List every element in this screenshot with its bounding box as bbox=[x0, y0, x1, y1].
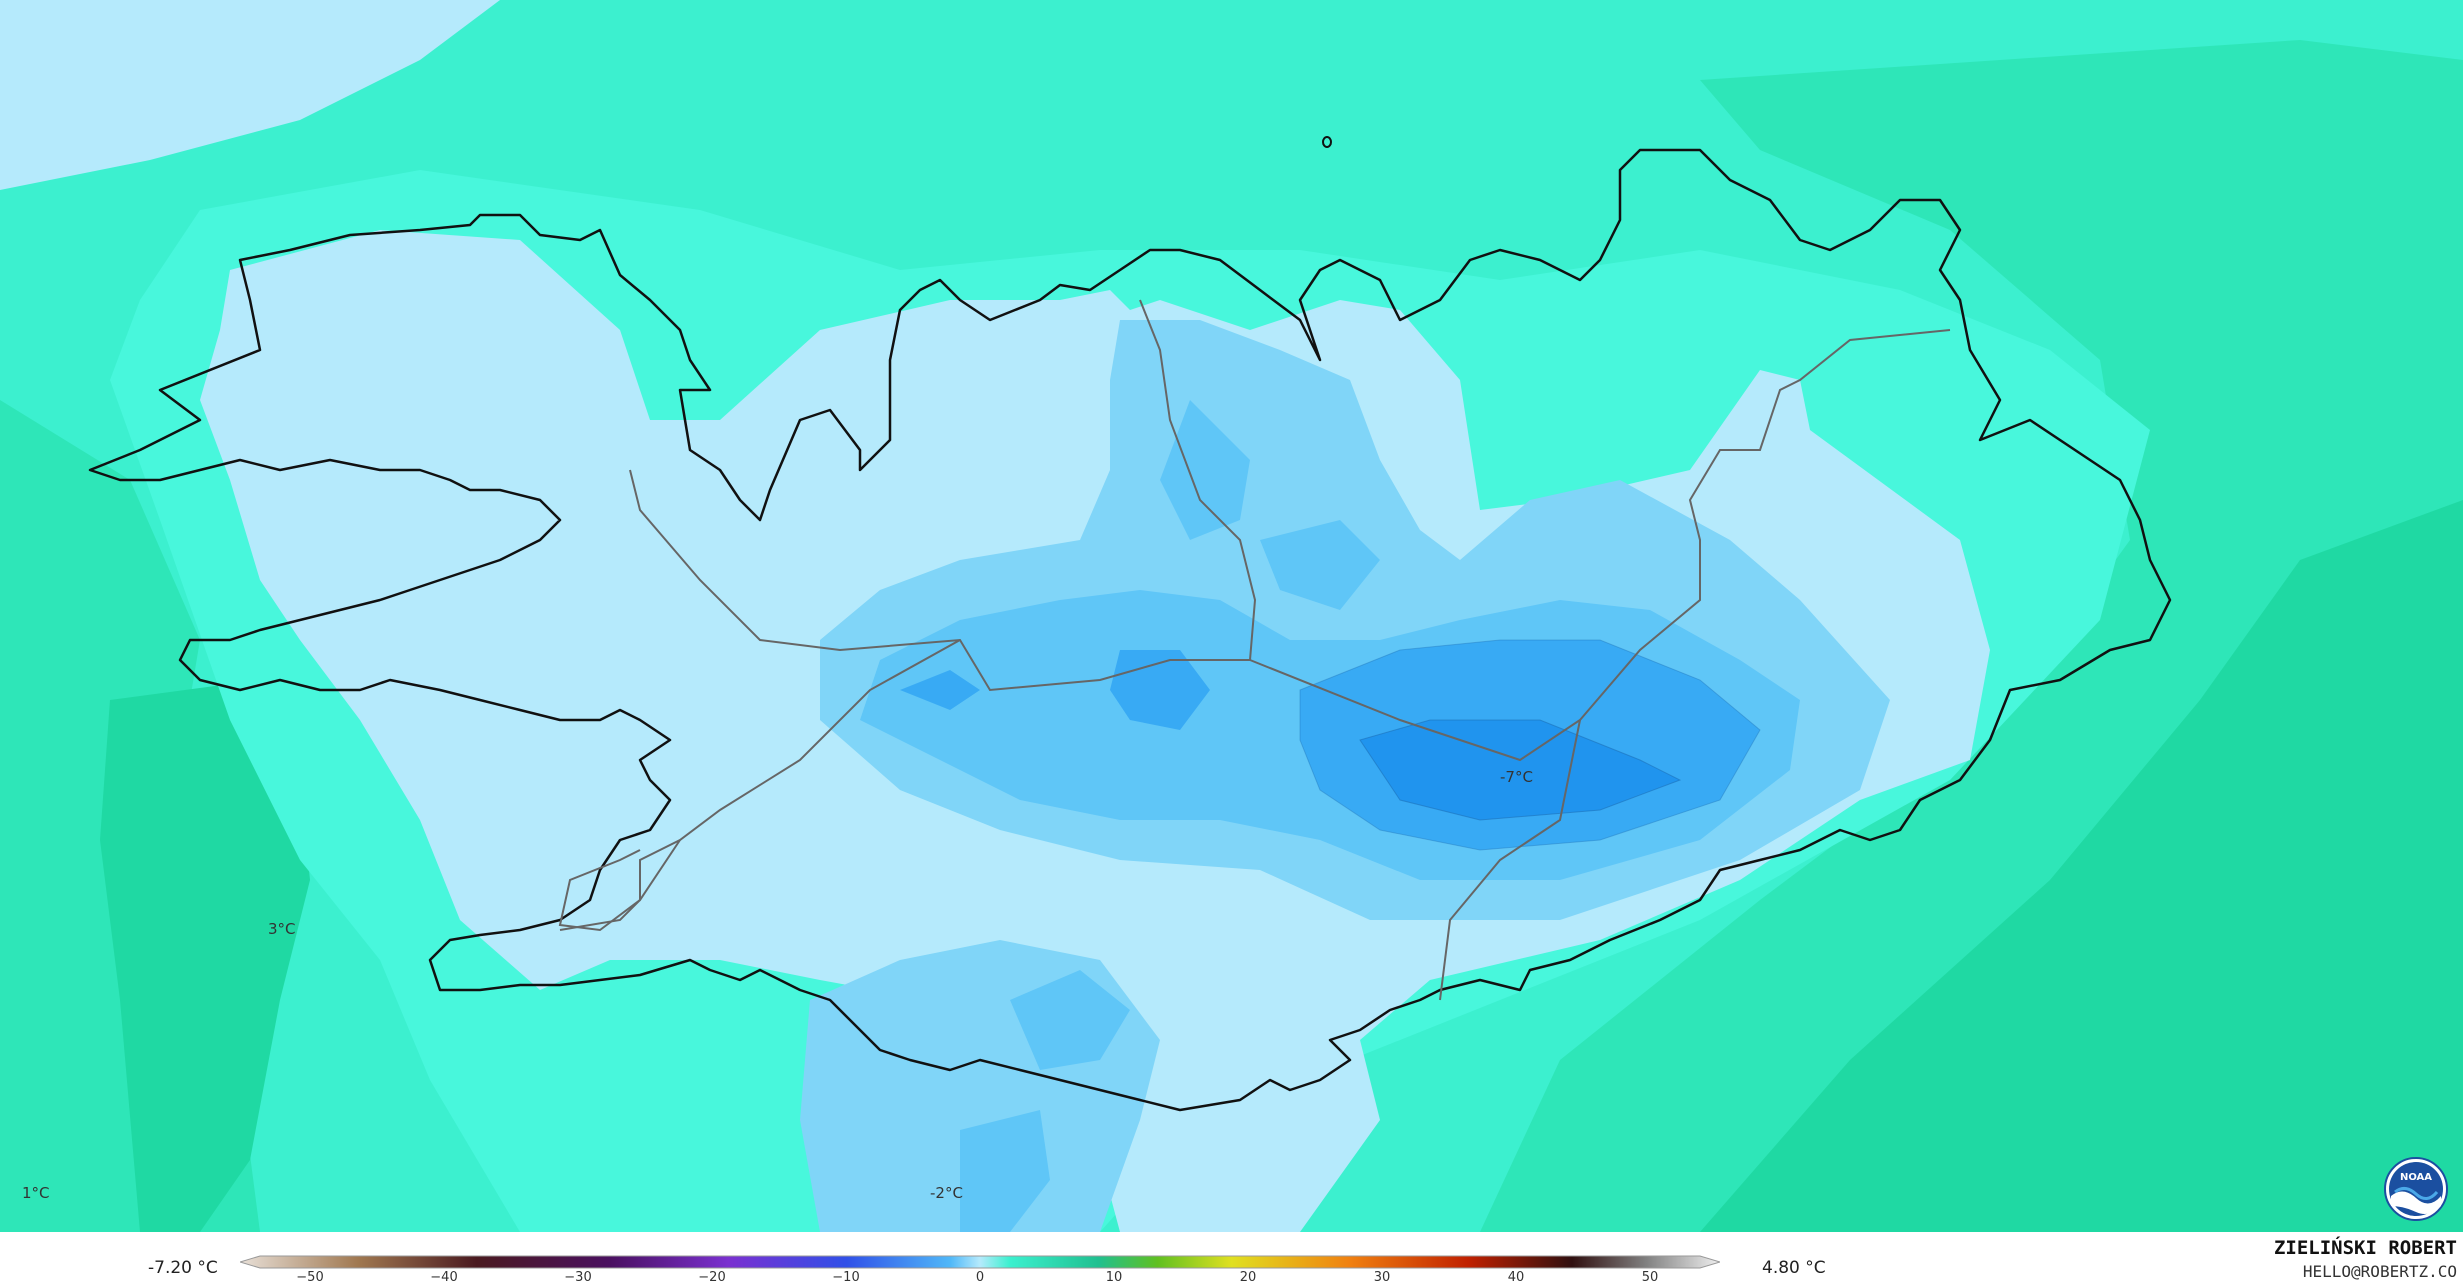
offshore-warmest-band-east bbox=[1700, 500, 2463, 1232]
iceland-coastline bbox=[88, 148, 2172, 1112]
south-temp-label: -2°C bbox=[930, 1184, 963, 1202]
cold-zone-2-south bbox=[1010, 970, 1130, 1070]
highland-road bbox=[1439, 719, 1581, 1001]
map-canvas bbox=[0, 0, 2463, 1232]
legend-tick-label: 20 bbox=[1239, 1270, 1257, 1285]
legend-tick-label: −30 bbox=[564, 1270, 592, 1285]
southwest-temp-label: 1°C bbox=[22, 1184, 50, 1202]
credit-name: ZIELIŃSKI ROBERT bbox=[2273, 1237, 2457, 1259]
grimsey-island bbox=[1322, 136, 1332, 148]
ring-road-east bbox=[1249, 329, 1951, 762]
legend-tick-label: 30 bbox=[1373, 1270, 1391, 1285]
cold-zone-2-southwest bbox=[960, 1110, 1050, 1232]
legend-tick-label: 10 bbox=[1105, 1270, 1123, 1285]
legend-tick-label: −20 bbox=[698, 1270, 726, 1285]
noaa-logo: NOAA bbox=[2383, 1156, 2449, 1222]
legend-tick-label: 0 bbox=[975, 1270, 985, 1285]
legend-tick-label: −50 bbox=[296, 1270, 324, 1285]
credit-email[interactable]: HELLO@ROBERTZ.CO bbox=[2302, 1262, 2457, 1281]
temperature-map[interactable]: -7°C 3°C 1°C -2°C NOAA bbox=[0, 0, 2463, 1232]
cold-zone-3-west bbox=[900, 670, 980, 710]
noaa-logo-text: NOAA bbox=[2400, 1172, 2432, 1183]
ring-road-north bbox=[629, 299, 1257, 692]
west-temp-label: 3°C bbox=[268, 920, 296, 938]
cold-zone-4 bbox=[1360, 720, 1680, 820]
legend-bar: -7.20 °C 4.80 °C bbox=[0, 1232, 2463, 1287]
contour-line bbox=[1299, 639, 1761, 851]
cold-zone-2-north bbox=[1160, 400, 1250, 540]
legend-tick-label: 50 bbox=[1641, 1270, 1659, 1285]
contour-line bbox=[1359, 719, 1682, 821]
legend-colorbar bbox=[240, 1255, 1720, 1269]
legend-tick-label: −40 bbox=[430, 1270, 458, 1285]
road-southwest bbox=[558, 839, 681, 932]
center-temp-label: -7°C bbox=[1500, 768, 1533, 786]
legend-min-label: -7.20 °C bbox=[148, 1258, 218, 1278]
legend-tick-label: −10 bbox=[832, 1270, 860, 1285]
legend-max-label: 4.80 °C bbox=[1762, 1258, 1826, 1278]
near-zero-sea-northwest bbox=[0, 0, 500, 190]
cold-zone-2-north2 bbox=[1260, 520, 1380, 610]
offshore-warmest-band-west bbox=[100, 680, 310, 1232]
legend-tick-label: 40 bbox=[1507, 1270, 1525, 1285]
